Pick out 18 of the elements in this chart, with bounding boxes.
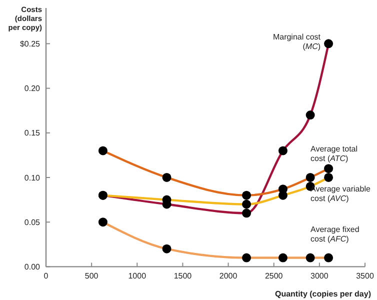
x-tick-label: 3000 [310,272,329,281]
y-tick-label: 0.10 [24,173,41,182]
x-tick-label: 3500 [356,272,374,281]
x-tick-label: 0 [44,272,49,281]
y-tick-label: $0.25 [20,39,41,48]
series-label: Average fixed cost (AFC) [310,224,360,244]
x-tick-label: 2000 [219,272,238,281]
x-tick-label: 1500 [174,272,192,281]
y-tick-label: 0.15 [24,128,41,138]
x-axis-title: Quantity (copies per day) [274,290,372,299]
y-tick-label: 0.05 [24,218,41,227]
series-label: Average total cost (ATC) [310,144,358,164]
x-tick-label: 500 [84,272,99,281]
x-tick-label: 1000 [128,272,147,281]
series-label: Marginal cost (MC) [272,32,322,52]
x-tick-label: 2500 [264,272,284,281]
y-tick-label: 0.00 [24,262,41,272]
y-tick-label: 0.20 [24,84,41,94]
